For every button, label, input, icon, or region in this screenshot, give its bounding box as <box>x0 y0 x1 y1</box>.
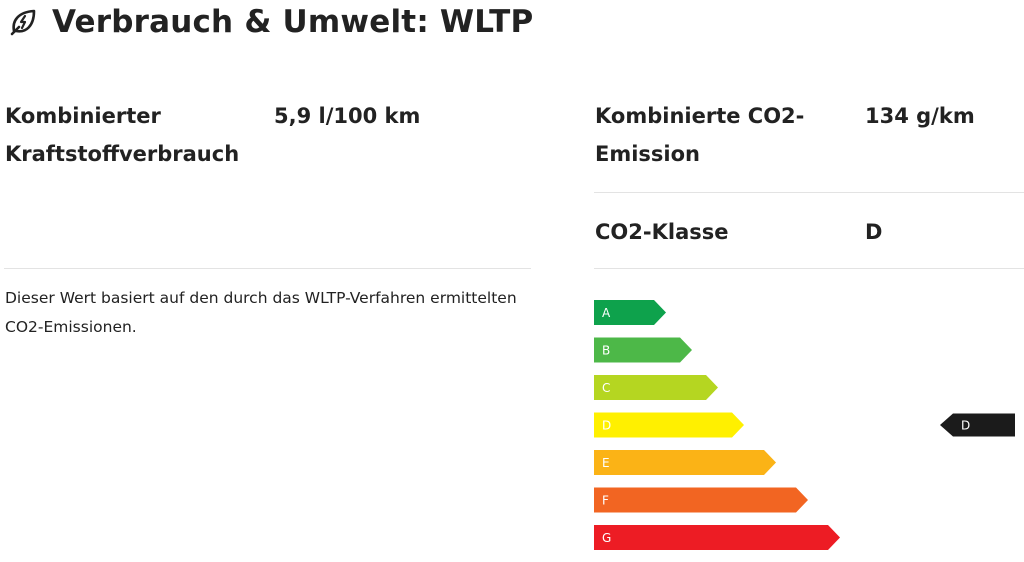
co2-class-bar-e: E <box>594 450 776 475</box>
co2-class-scale: A B C D E F G D <box>594 300 1015 550</box>
co2-class-bar-shape <box>594 487 808 513</box>
wltp-note: Dieser Wert basiert auf den durch das WL… <box>5 289 517 336</box>
co2-class-bar-letter: B <box>602 344 610 358</box>
co2-class-bar-d: D <box>594 412 744 438</box>
co2-class-bar-b: B <box>594 337 692 363</box>
co2-class-bar-letter: F <box>602 494 609 508</box>
co2-class-bar-letter: G <box>602 531 611 545</box>
divider <box>4 268 531 269</box>
consumption-value: 5,9 l/100 km <box>274 104 421 128</box>
current-class-marker: D <box>940 413 1015 437</box>
co2-class-bar-shape <box>594 337 692 363</box>
co2-class-bar-shape <box>594 525 840 550</box>
page-header: Verbrauch & Umwelt: WLTP <box>8 0 533 44</box>
emission-value: 134 g/km <box>865 104 975 128</box>
co2-class-bar-c: C <box>594 375 718 400</box>
page-title: Verbrauch & Umwelt: WLTP <box>52 4 534 40</box>
co2-class-bar-a: A <box>594 300 666 325</box>
co2-class-bar-g: G <box>594 525 840 550</box>
co2-class-value: D <box>865 220 883 244</box>
co2-class-bar-shape <box>594 412 744 438</box>
co2-class-bar-letter: D <box>602 419 611 433</box>
emission-label: Kombinierte CO2-Emission <box>595 104 805 166</box>
co2-class-bar-letter: E <box>602 456 610 470</box>
co2-efficiency-label: A B C D E F G D <box>594 298 1024 553</box>
current-class-marker-letter: D <box>961 419 970 433</box>
co2-class-bar-letter: C <box>602 381 610 395</box>
divider <box>594 268 1024 269</box>
co2-class-bar-shape <box>594 375 718 400</box>
divider <box>594 192 1024 193</box>
co2-class-bar-shape <box>594 300 666 325</box>
current-class-marker-shape <box>940 413 1015 437</box>
co2-class-bar-letter: A <box>602 306 611 320</box>
co2-class-label: CO2-Klasse <box>595 220 729 244</box>
leaf-lightning-icon <box>8 7 38 37</box>
co2-class-bar-f: F <box>594 487 808 513</box>
co2-class-bar-shape <box>594 450 776 475</box>
consumption-label: Kombinierter Kraftstoffverbrauch <box>5 104 240 166</box>
